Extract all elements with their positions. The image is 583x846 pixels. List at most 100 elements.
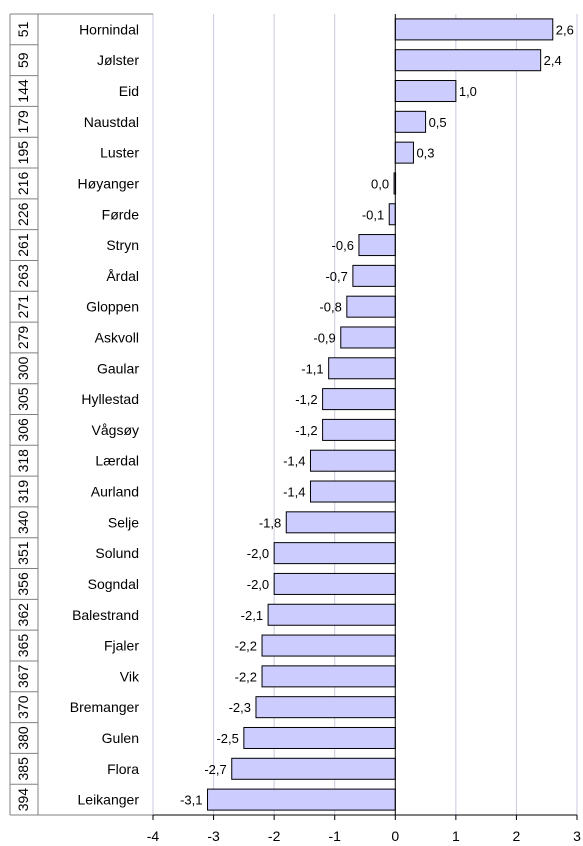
category-label: Solund: [95, 545, 139, 561]
bar: [322, 388, 396, 411]
bar: [394, 18, 554, 41]
category-label: Gloppen: [86, 299, 139, 315]
rank-label: 362: [15, 603, 31, 627]
category-label: Sogndal: [88, 576, 139, 592]
data-label: -2,1: [241, 608, 263, 623]
x-tick-label: 1: [452, 828, 460, 844]
rank-label: 356: [15, 572, 31, 596]
bar: [261, 665, 396, 688]
data-label: 1,0: [459, 84, 477, 99]
x-tick-label: 2: [513, 828, 521, 844]
rank-label: 300: [15, 356, 31, 380]
bar: [388, 203, 396, 226]
data-label: 2,6: [556, 22, 574, 37]
rank-label: 319: [15, 480, 31, 504]
category-label: Vik: [120, 668, 140, 684]
bar: [322, 418, 396, 441]
bar: [309, 449, 396, 472]
rank-label: 367: [15, 664, 31, 688]
category-label: Jølster: [97, 52, 139, 68]
bar: [394, 110, 427, 133]
x-tick-label: -3: [207, 828, 220, 844]
rank-label: 365: [15, 634, 31, 658]
bar: [207, 788, 396, 811]
category-label: Gulen: [102, 730, 139, 746]
data-label: -1,4: [283, 454, 305, 469]
data-label: -2,5: [216, 731, 238, 746]
rank-label: 144: [15, 79, 31, 103]
rank-label: 370: [15, 695, 31, 719]
data-label: 0,3: [416, 146, 434, 161]
rank-label: 179: [15, 110, 31, 134]
rank-label: 216: [15, 172, 31, 196]
category-label: Hyllestad: [81, 391, 139, 407]
rank-label: 263: [15, 264, 31, 288]
bar: [358, 234, 396, 257]
bar: [243, 726, 396, 749]
bar: [261, 634, 396, 657]
data-label: -0,7: [325, 269, 347, 284]
x-tick-label: 3: [573, 828, 581, 844]
bar: [255, 696, 396, 719]
data-label: -0,6: [332, 238, 354, 253]
x-tick-label: -2: [268, 828, 281, 844]
rank-label: 340: [15, 510, 31, 534]
category-label: Askvoll: [95, 329, 139, 345]
data-label: -1,2: [295, 423, 317, 438]
rank-label: 271: [15, 295, 31, 319]
category-label: Selje: [108, 514, 139, 530]
category-label: Vågsøy: [92, 422, 139, 438]
data-label: -2,0: [247, 546, 269, 561]
data-label: -2,2: [235, 639, 257, 654]
rank-label: 385: [15, 757, 31, 781]
data-label: 2,4: [544, 53, 562, 68]
rank-label: 59: [15, 52, 31, 68]
rank-label: 380: [15, 726, 31, 750]
bar: [394, 141, 414, 164]
data-label: -0,8: [319, 300, 341, 315]
category-label: Leikanger: [78, 792, 140, 808]
data-label: -2,2: [235, 669, 257, 684]
category-label: Gaular: [97, 360, 139, 376]
data-label: -2,3: [229, 700, 251, 715]
category-label: Luster: [100, 145, 139, 161]
x-tick-label: 0: [391, 828, 399, 844]
rank-label: 394: [15, 788, 31, 812]
data-label: -1,1: [301, 361, 323, 376]
bars: 2,6 2,4 1,0 0,5 0,3 0,0 -0,1 -0,6 -0,7 -0,8 -0,9 -1…: [180, 18, 574, 811]
rank-label: 195: [15, 141, 31, 165]
bar: [340, 326, 396, 349]
rank-label: 279: [15, 326, 31, 350]
data-label: -1,4: [283, 485, 305, 500]
category-label: Førde: [102, 206, 140, 222]
data-label: 0,0: [371, 176, 389, 191]
category-label: Hornindal: [79, 21, 139, 37]
bar: [285, 511, 396, 534]
data-label: -2,0: [247, 577, 269, 592]
category-label: Bremanger: [70, 699, 140, 715]
category-label: Fjaler: [104, 638, 139, 654]
data-label: -0,9: [313, 330, 335, 345]
category-label: Lærdal: [95, 453, 139, 469]
category-label: Balestrand: [72, 607, 139, 623]
rank-label: 351: [15, 541, 31, 565]
category-label: Høyanger: [78, 175, 140, 191]
bar: [309, 480, 396, 503]
data-label: -1,8: [259, 515, 281, 530]
data-label: 0,5: [429, 115, 447, 130]
category-label: Naustdal: [84, 114, 139, 130]
data-label: -0,1: [362, 207, 384, 222]
category-label-panel: 51 Hornindal 59 Jølster 144 Eid 179 Naustdal 195…: [9, 13, 153, 816]
category-label: Stryn: [106, 237, 139, 253]
rank-label: 261: [15, 233, 31, 257]
bar: [352, 264, 396, 287]
bar: [267, 603, 396, 626]
bar: [273, 542, 396, 565]
data-label: -3,1: [180, 793, 202, 808]
x-tick-label: -4: [147, 828, 160, 844]
rank-label: 306: [15, 418, 31, 442]
category-label: Flora: [107, 761, 139, 777]
bar: [394, 80, 457, 103]
category-label: Eid: [119, 83, 139, 99]
